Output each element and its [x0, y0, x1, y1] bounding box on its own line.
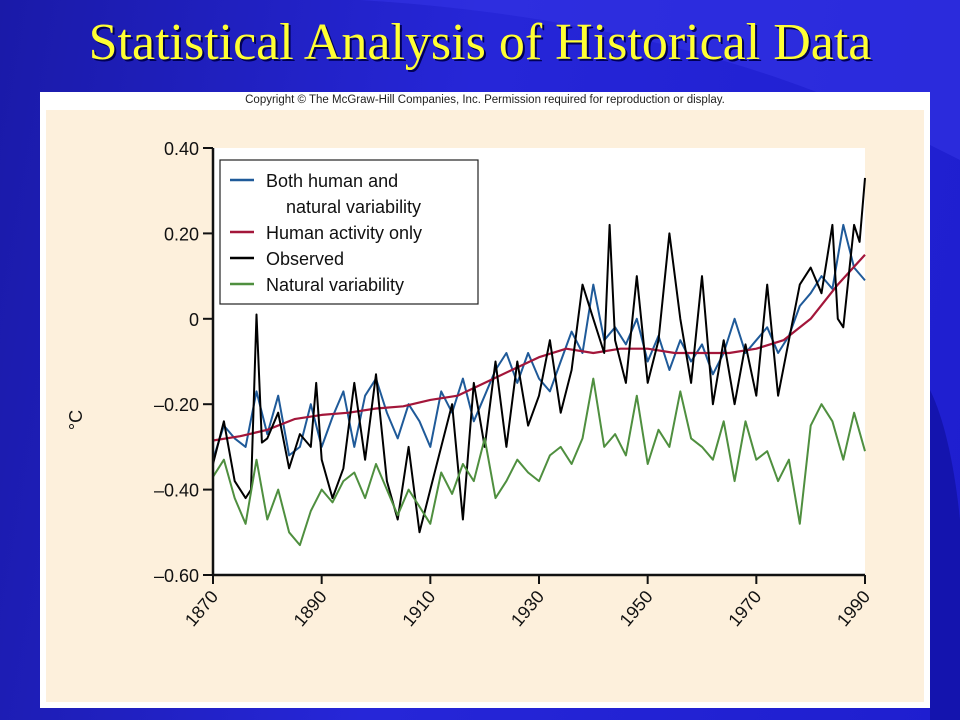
legend-label-human: Human activity only [266, 223, 422, 243]
legend-label-observed: Observed [266, 249, 344, 269]
series-line-observed [212, 177, 866, 534]
slide-title: Statistical Analysis of Historical Data [88, 14, 872, 71]
copyright-notice: Copyright © The McGraw-Hill Companies, I… [245, 94, 725, 106]
series-line-human [212, 254, 866, 442]
figure-panel: Copyright © The McGraw-Hill Companies, I… [40, 92, 930, 708]
y-axis-label: °C [66, 410, 86, 430]
x-tick-label: 1870 [181, 587, 222, 631]
legend-box [219, 159, 479, 305]
y-tick-label: –0.20 [154, 395, 199, 415]
y-tick-label: 0 [189, 310, 199, 330]
y-tick-label: –0.60 [154, 566, 199, 586]
legend-label-natural: Natural variability [266, 275, 404, 295]
x-tick-label: 1970 [724, 587, 765, 631]
x-tick-label: 1950 [616, 587, 657, 631]
x-tick-label: 1910 [398, 587, 439, 631]
y-tick-label: 0.40 [164, 139, 199, 159]
x-tick-label: 1930 [507, 587, 548, 631]
x-tick-label: 1890 [290, 587, 331, 631]
y-tick-label: 0.20 [164, 224, 199, 244]
legend-label-both: natural variability [286, 197, 421, 217]
y-tick-label: –0.40 [154, 481, 199, 501]
legend-label-both: Both human and [266, 171, 398, 191]
series-line-natural [212, 377, 866, 547]
x-tick-label: 1990 [833, 587, 874, 631]
